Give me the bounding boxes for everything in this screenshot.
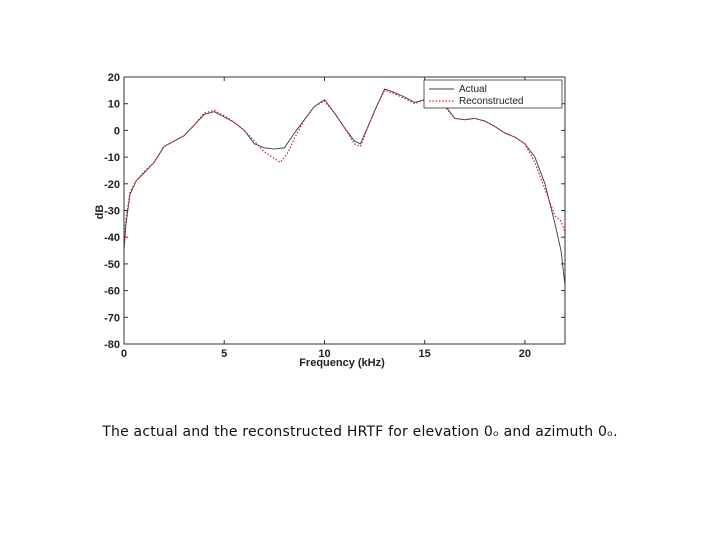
legend-label-actual: Actual — [459, 84, 487, 95]
y-tick-label: -30 — [104, 206, 120, 218]
series-layer — [123, 88, 566, 286]
y-tick-label: -60 — [104, 286, 120, 298]
hrtf-chart: 20 10 0 -10 -20 -30 -40 -50 -60 -70 -80 0 5 10 15 20 d… — [94, 72, 566, 369]
y-tick-label: -80 — [104, 339, 120, 351]
x-tick-label: 0 — [121, 348, 127, 360]
x-axis-label: Frequency (kHz) — [299, 357, 385, 369]
y-tick-label: 10 — [108, 99, 120, 111]
legend-label-reconstructed: Reconstructed — [459, 96, 523, 107]
y-tick-label: -70 — [104, 312, 120, 324]
y-axis-label: dB — [94, 205, 106, 220]
y-tick-label: 0 — [114, 125, 120, 137]
y-tick-label: -10 — [104, 152, 120, 164]
x-tick-label: 5 — [221, 348, 227, 360]
series-reconstructed — [123, 89, 566, 243]
x-tick-label: 20 — [519, 348, 531, 360]
figure-caption: The actual and the reconstructed HRTF fo… — [102, 424, 618, 440]
plot-frame — [123, 76, 566, 345]
y-tick-label: 20 — [108, 72, 120, 84]
x-tick-label: 15 — [419, 348, 431, 360]
y-axis-ticks: 20 10 0 -10 -20 -30 -40 -50 -60 -70 -80 — [104, 72, 565, 351]
x-tick-label: 10 — [318, 348, 330, 360]
legend-box — [423, 79, 563, 109]
y-tick-label: -50 — [104, 259, 120, 271]
y-tick-label: -20 — [104, 179, 120, 191]
legend: Actual Reconstructed — [423, 79, 563, 109]
x-axis-ticks: 0 5 10 15 20 — [121, 77, 531, 360]
y-tick-label: -40 — [104, 232, 120, 244]
